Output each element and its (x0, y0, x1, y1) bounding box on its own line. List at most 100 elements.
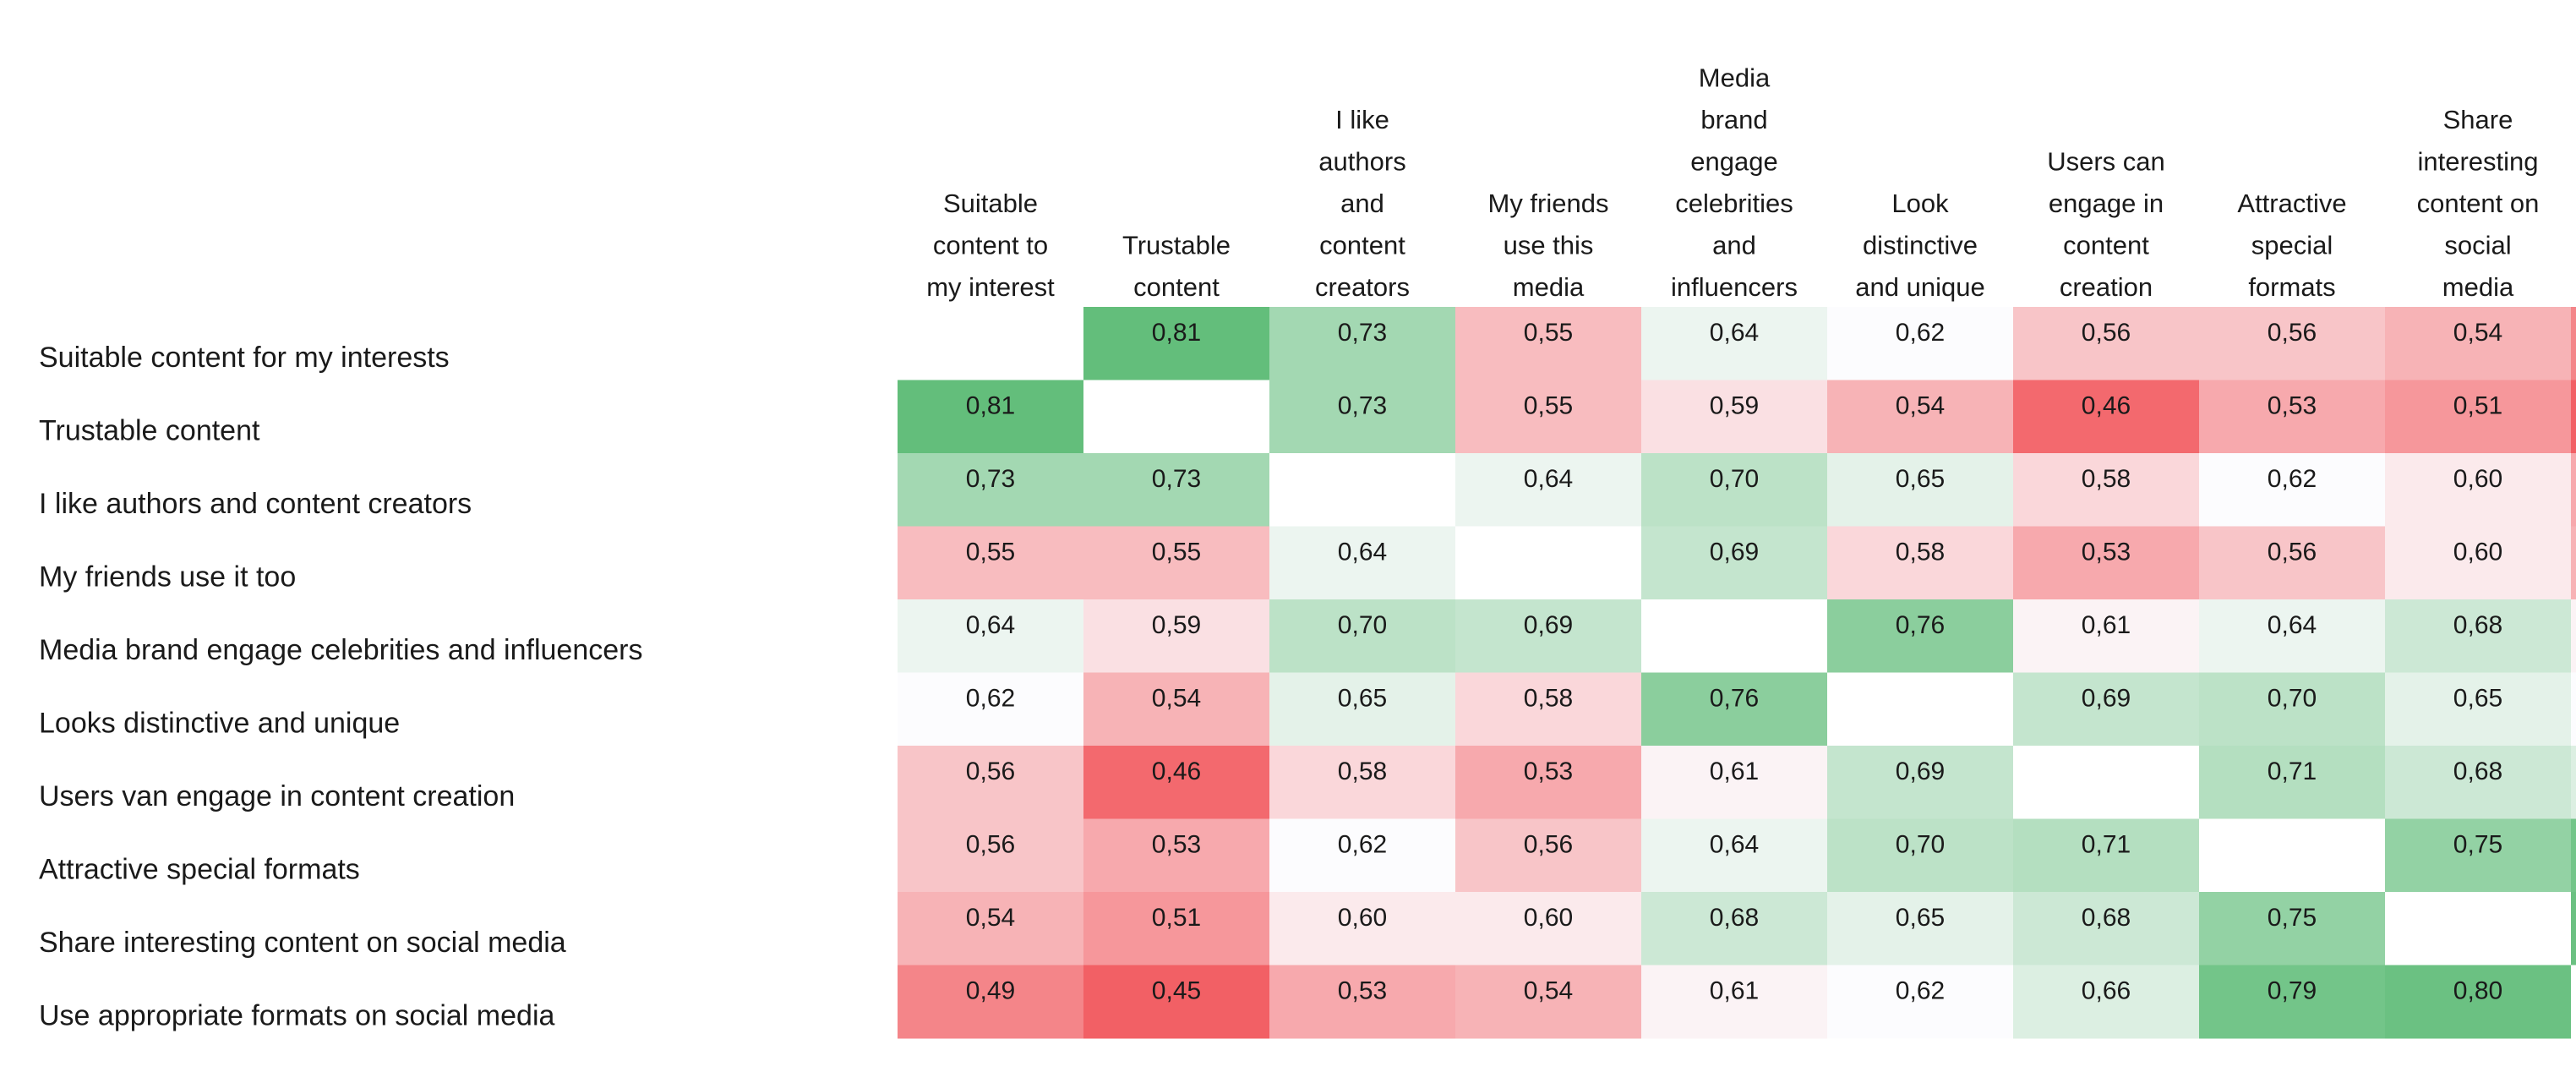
heatmap-cell (2013, 892, 2200, 965)
cell-value-label: 0,69 (1710, 539, 1759, 566)
cell-value-label: 0,61 (1710, 758, 1759, 785)
heatmap-cell (1083, 818, 1270, 893)
cell-value-label: 0,73 (1338, 392, 1387, 420)
cell-value-label: 0,51 (1152, 904, 1201, 932)
column-label-line: authors (1318, 147, 1405, 177)
column-label-line: Media (1699, 63, 1771, 93)
heatmap-cell (1641, 526, 1828, 600)
heatmap-cell (2013, 526, 2200, 600)
cell-value-label: 0,73 (1338, 319, 1387, 347)
column-label-line: celebrities (1675, 189, 1793, 218)
heatmap-cell (2199, 453, 2386, 527)
cell-value-label: 0,55 (966, 539, 1015, 566)
cell-value-label: 0,71 (2082, 831, 2131, 859)
heatmap-cell (2013, 965, 2200, 1039)
heatmap-cell (1083, 965, 1270, 1039)
column-label-line: interesting (2417, 147, 2538, 177)
heatmap-cell (1269, 818, 1456, 893)
heatmap-cell (2385, 599, 2572, 673)
column-label-line: social (2444, 231, 2511, 260)
cell-value-label: 0,80 (2453, 977, 2502, 1005)
column-label-line: engage in (2049, 189, 2164, 218)
cell-value-label: 0,68 (2453, 611, 2502, 639)
heatmap-cell (1827, 892, 2014, 965)
cell-value-label: 0,56 (2268, 319, 2317, 347)
cell-value-label: 0,54 (1152, 685, 1201, 713)
column-label-line: content on (2417, 189, 2540, 218)
heatmap-cell (2571, 965, 2576, 1039)
cell-value-label: 0,55 (1524, 319, 1573, 347)
cell-value-label: 0,62 (1896, 977, 1945, 1005)
cell-value-label: 0,53 (1338, 977, 1387, 1005)
heatmap-cell (1455, 453, 1642, 527)
heatmap-cell (1641, 746, 1828, 819)
heatmap-cell (1455, 965, 1642, 1039)
row-label: Users van engage in content creation (39, 780, 515, 812)
heatmap-cell (1455, 672, 1642, 747)
cell-value-label: 0,56 (2082, 319, 2131, 347)
heatmap-cell (1083, 453, 1270, 527)
cell-value-label: 0,58 (1338, 758, 1387, 785)
heatmap-cell (2199, 380, 2386, 454)
row-label: Trustable content (39, 415, 260, 447)
cell-value-label: 0,60 (2453, 465, 2502, 493)
column-label-line: creators (1315, 272, 1410, 302)
heatmap-cell (1269, 453, 1456, 527)
heatmap-cell (1827, 453, 2014, 527)
heatmap-cell (2571, 380, 2576, 454)
heatmap-cell (1083, 526, 1270, 600)
heatmap-cell (2385, 746, 2572, 819)
cell-value-label: 0,46 (1152, 758, 1201, 785)
cell-value-label: 0,45 (1152, 977, 1201, 1005)
heatmap-cell (898, 746, 1084, 819)
cell-value-label: 0,56 (1524, 831, 1573, 859)
heatmap-cell (2571, 526, 2576, 600)
heatmap-cell (1641, 672, 1828, 747)
heatmap-cell (1641, 892, 1828, 965)
cell-value-label: 0,53 (2268, 392, 2317, 420)
column-label-line: Attractive (2237, 189, 2346, 218)
cell-value-label: 0,56 (2268, 539, 2317, 566)
cell-value-label: 0,56 (966, 831, 1015, 859)
heatmap-cell (2385, 672, 2572, 747)
column-label-line: and (1340, 189, 1384, 218)
heatmap-cell (2571, 307, 2576, 380)
heatmap-cell (1269, 380, 1456, 454)
cell-value-label: 0,55 (1152, 539, 1201, 566)
heatmap-cell (2571, 453, 2576, 527)
cell-value-label: 0,64 (2268, 611, 2317, 639)
column-label-line: Trustable (1122, 231, 1231, 260)
cell-value-label: 0,60 (1524, 904, 1573, 932)
heatmap-cell (2199, 818, 2386, 893)
cell-value-label: 0,75 (2268, 904, 2317, 932)
heatmap-cell (1455, 818, 1642, 893)
row-label: Looks distinctive and unique (39, 708, 400, 740)
heatmap-cell (2199, 307, 2386, 380)
heatmap-cell (2571, 818, 2576, 893)
heatmap-cell (1269, 672, 1456, 747)
column-label-line: my interest (926, 272, 1055, 302)
cell-value-label: 0,58 (1524, 685, 1573, 713)
heatmap-cell (1269, 965, 1456, 1039)
row-label: I like authors and content creators (39, 488, 472, 520)
column-label-line: use this (1504, 231, 1594, 260)
cell-value-label: 0,65 (1338, 685, 1387, 713)
heatmap-cell (1083, 307, 1270, 380)
heatmap-cell (1827, 965, 2014, 1039)
cell-value-label: 0,79 (2268, 977, 2317, 1005)
heatmap-cell (1827, 672, 2014, 747)
cell-value-label: 0,69 (1896, 758, 1945, 785)
heatmap-cell (1269, 746, 1456, 819)
column-label-line: Suitable (943, 189, 1038, 218)
heatmap-cell (1455, 307, 1642, 380)
cell-value-label: 0,54 (966, 904, 1015, 932)
heatmap-cell (1269, 526, 1456, 600)
heatmap-cell (2013, 746, 2200, 819)
heatmap-cell (2571, 672, 2576, 747)
cell-value-label: 0,76 (1710, 685, 1759, 713)
cell-value-label: 0,64 (1524, 465, 1573, 493)
heatmap-cell (1269, 892, 1456, 965)
heatmap-cell (898, 380, 1084, 454)
heatmap-cell (898, 526, 1084, 600)
cell-value-label: 0,46 (2082, 392, 2131, 420)
